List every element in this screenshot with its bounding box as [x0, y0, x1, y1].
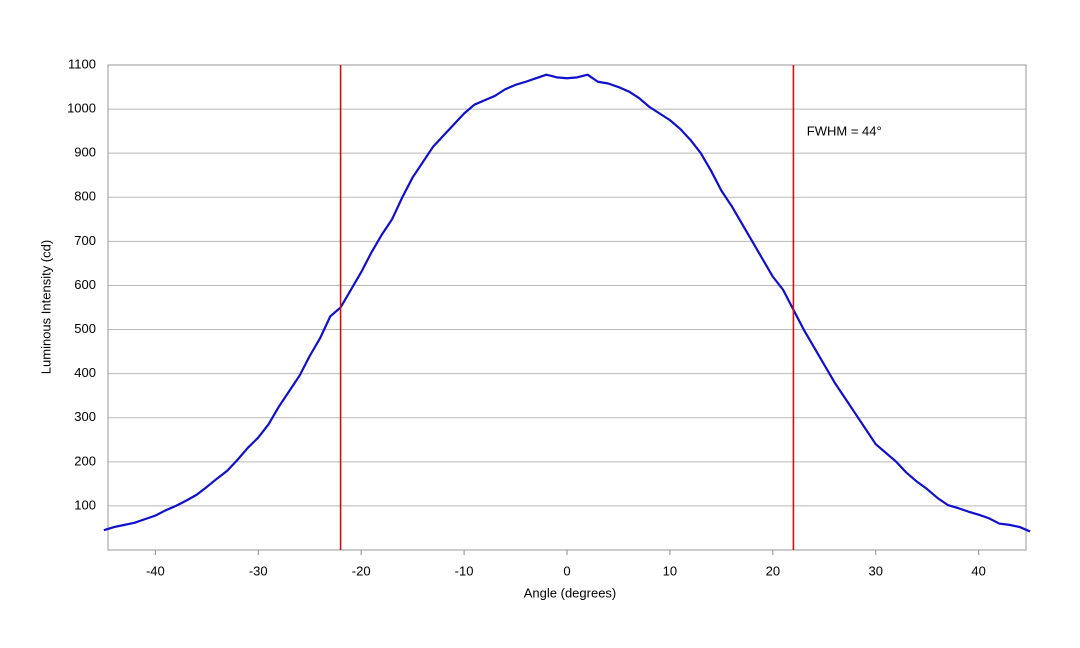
y-tick-label: 800 [74, 189, 96, 204]
x-tick-label: 10 [663, 563, 677, 578]
x-tick-label: 30 [869, 563, 883, 578]
x-tick-label: 0 [563, 563, 570, 578]
plot-frame [107, 64, 1027, 551]
x-axis-label: Angle (degrees) [524, 585, 617, 600]
y-tick-label: 900 [74, 145, 96, 160]
y-axis-label: Luminous Intensity (cd) [38, 240, 53, 374]
y-tick-label: 1000 [67, 101, 96, 116]
data-line [103, 73, 1031, 533]
y-tick-label: 500 [74, 321, 96, 336]
x-tick-label: -40 [146, 563, 165, 578]
x-tick-label: 40 [971, 563, 985, 578]
x-tick-label: 20 [766, 563, 780, 578]
y-tick-label: 1100 [68, 56, 96, 71]
y-tick-label: 200 [74, 453, 96, 468]
y-tick-label: 700 [74, 233, 96, 248]
y-tick-label: 600 [74, 277, 96, 292]
y-tick-label: 100 [74, 497, 96, 512]
x-tick-label: -30 [249, 563, 268, 578]
annotation: FWHM = 44° [807, 123, 882, 138]
y-tick-label: 400 [74, 365, 96, 380]
x-tick-label: -20 [352, 563, 371, 578]
y-tick-label: 300 [74, 409, 96, 424]
x-tick-label: -10 [455, 563, 474, 578]
